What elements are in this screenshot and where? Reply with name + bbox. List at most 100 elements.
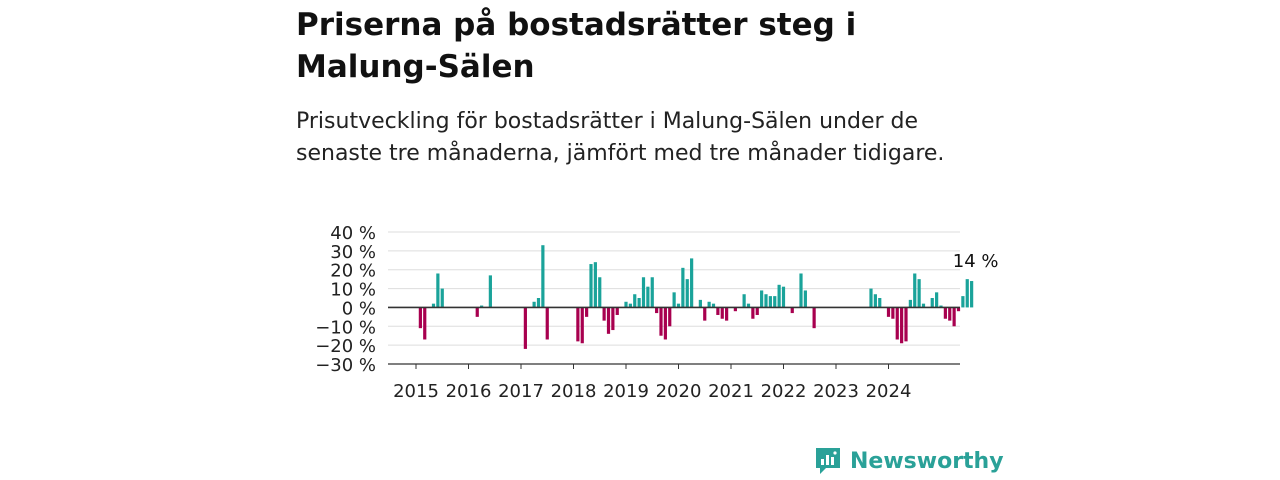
chart-title: Priserna på bostadsrätter steg i Malung-…	[296, 7, 857, 85]
bar	[633, 294, 637, 308]
bar	[930, 298, 934, 308]
bar	[650, 277, 654, 308]
x-tick-label: 2021	[708, 381, 754, 402]
bar	[431, 303, 436, 308]
bar	[900, 307, 904, 344]
bar	[602, 307, 606, 321]
bar	[423, 307, 427, 340]
bar	[755, 307, 759, 315]
bar	[799, 273, 803, 308]
x-tick-label: 2024	[866, 381, 912, 402]
bar	[943, 307, 947, 319]
bar	[891, 307, 895, 319]
bar	[751, 307, 755, 319]
bar	[488, 275, 492, 308]
x-tick-label: 2022	[761, 381, 807, 402]
bar	[711, 303, 716, 308]
bar	[646, 286, 650, 308]
bar	[668, 307, 672, 327]
bar	[628, 303, 632, 308]
chart-subtitle: Prisutveckling för bostadsrätter i Malun…	[296, 109, 945, 166]
bar	[606, 307, 611, 334]
bar	[913, 273, 917, 308]
bar	[895, 307, 899, 340]
bar	[935, 292, 939, 308]
x-tick-label: 2016	[446, 381, 492, 402]
y-tick-label: 10 %	[330, 280, 376, 301]
bar	[589, 264, 593, 308]
bar	[904, 307, 908, 342]
bar	[764, 294, 768, 308]
bar	[746, 303, 751, 308]
x-tick-label: 2020	[656, 381, 702, 402]
x-tick-label: 2019	[603, 381, 649, 402]
bar	[615, 307, 619, 315]
bar	[611, 307, 615, 331]
bar	[777, 284, 781, 308]
bar	[760, 290, 764, 308]
y-tick-label: 0 %	[342, 298, 376, 319]
bar	[948, 307, 952, 321]
bar	[781, 286, 786, 308]
bar	[593, 262, 597, 308]
bar	[681, 267, 685, 308]
bar	[672, 292, 676, 308]
bar	[536, 298, 541, 308]
y-tick-label: 30 %	[330, 242, 376, 263]
bar	[707, 301, 711, 308]
bar	[436, 273, 440, 308]
bar	[908, 299, 912, 308]
x-tick-label: 2017	[498, 381, 544, 402]
bar	[676, 303, 681, 308]
bar	[939, 305, 943, 308]
bar	[733, 307, 737, 312]
bar	[790, 307, 794, 314]
bar	[637, 298, 641, 308]
bar	[803, 290, 807, 308]
bar	[659, 307, 663, 336]
y-tick-label: 20 %	[330, 261, 376, 282]
y-tick-label: −10 %	[315, 317, 376, 338]
bar	[418, 307, 422, 329]
bar	[655, 307, 659, 314]
brand-name: Newsworthy	[850, 448, 1004, 474]
bar	[869, 288, 873, 308]
bar	[886, 307, 891, 317]
bar	[716, 307, 720, 315]
bar	[773, 296, 777, 308]
bar	[576, 307, 580, 342]
newsworthy-logo: Newsworthy	[814, 446, 1004, 476]
bar	[690, 258, 694, 308]
bar	[725, 307, 729, 321]
bar	[685, 279, 689, 308]
bar	[768, 296, 772, 308]
bar	[956, 307, 961, 312]
y-tick-label: −20 %	[315, 336, 376, 357]
x-tick-label: 2015	[393, 381, 439, 402]
bar	[624, 301, 628, 308]
bar-chart: 40 %30 %20 %10 %0 %−10 %−20 %−30 % 2015 20…	[315, 223, 999, 402]
bar	[480, 305, 484, 308]
x-tick-label: 2023	[813, 381, 859, 402]
bar	[698, 299, 702, 308]
bar	[952, 307, 956, 327]
bar	[580, 307, 584, 344]
bar	[970, 281, 974, 308]
bar	[598, 277, 602, 308]
bar	[720, 307, 724, 319]
last-value-label: 14 %	[953, 251, 999, 272]
bar	[641, 277, 646, 308]
bar	[965, 279, 969, 308]
bar	[440, 288, 444, 308]
bar	[961, 296, 965, 308]
newsworthy-icon	[816, 448, 840, 474]
bar	[812, 307, 816, 329]
bar	[541, 245, 545, 308]
bar	[921, 303, 926, 308]
bar	[917, 279, 921, 308]
bar	[475, 307, 479, 317]
bar	[545, 307, 549, 340]
bar	[878, 298, 882, 308]
bar	[585, 307, 589, 317]
bar	[663, 307, 667, 340]
